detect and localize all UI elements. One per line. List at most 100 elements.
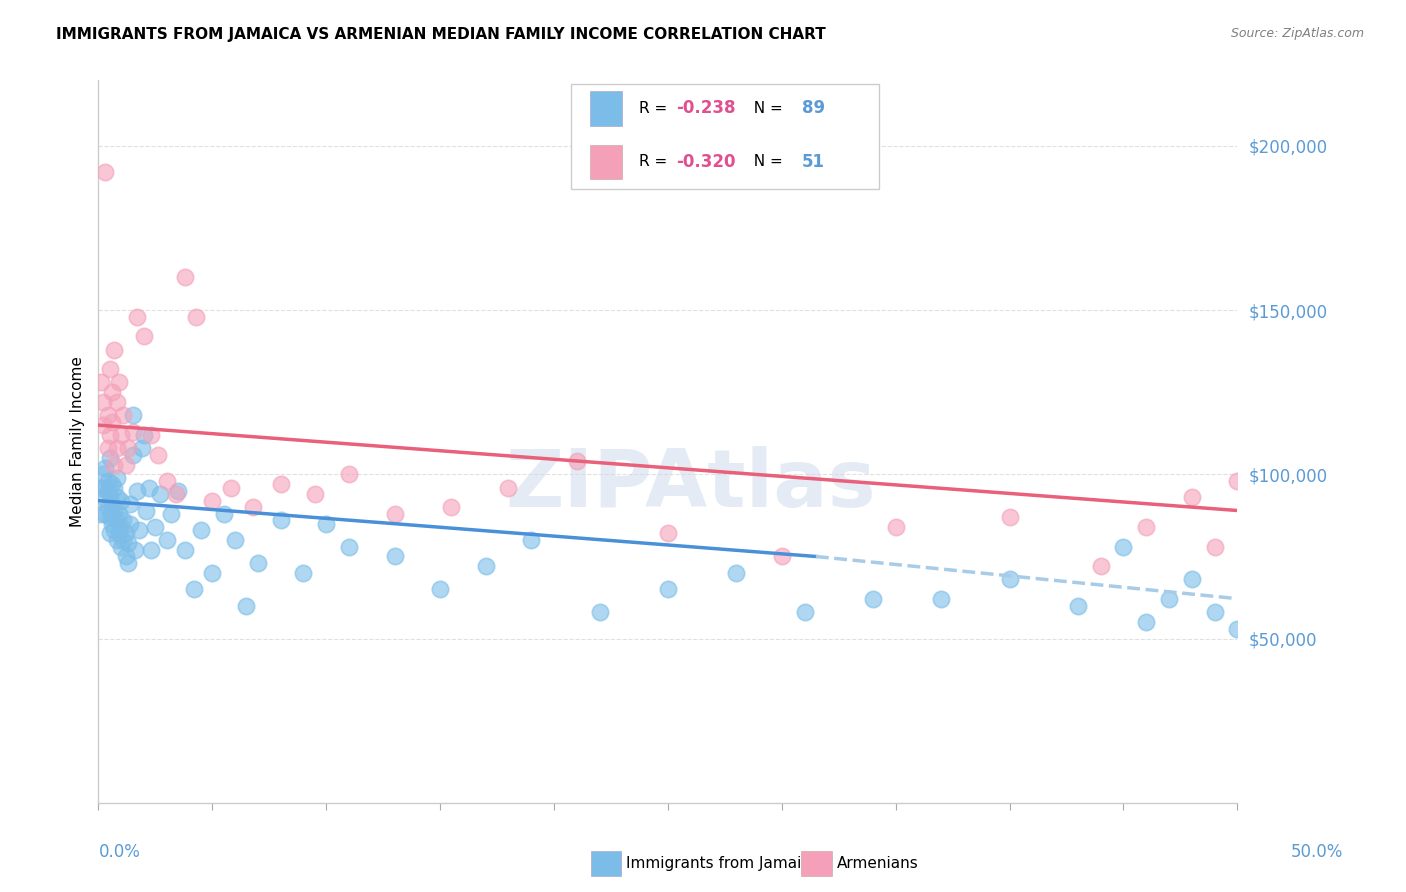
Point [1204,605,1226,619]
Point [1181,573,1204,587]
Point [156,533,179,547]
Point [160,507,183,521]
Point [108,376,131,390]
Point [174,542,197,557]
Point [101,385,124,400]
Point [127,310,149,324]
Point [121,425,143,439]
Point [112,513,135,527]
Point [103,503,125,517]
FancyBboxPatch shape [591,91,623,126]
Point [384,549,406,564]
Point [186,310,208,324]
Text: 0.0%: 0.0% [98,843,141,861]
Point [105,513,128,527]
Point [201,493,224,508]
Point [94,165,117,179]
Point [96,409,118,423]
Point [212,507,235,521]
Point [98,450,121,465]
Point [90,376,112,390]
Point [105,471,128,485]
Point [96,441,118,455]
Point [98,491,121,505]
Text: 51: 51 [803,153,825,171]
Point [114,526,136,541]
Point [94,481,117,495]
Point [224,533,246,547]
Point [120,516,142,531]
Point [110,540,132,554]
Point [91,395,114,409]
Point [770,549,793,564]
Point [862,592,884,607]
Point [117,556,139,570]
Y-axis label: Median Family Income: Median Family Income [69,356,84,527]
Point [998,510,1021,524]
Point [112,409,135,423]
Point [127,483,149,498]
Point [121,448,143,462]
Point [131,441,153,455]
Point [101,497,124,511]
Text: 89: 89 [803,100,825,118]
Point [91,467,114,482]
Point [1135,615,1157,630]
Point [174,270,197,285]
Point [110,493,132,508]
Point [121,409,143,423]
Point [117,536,139,550]
Point [384,507,406,521]
Point [793,605,815,619]
Point [565,454,588,468]
Point [725,566,748,580]
Point [440,500,463,515]
Point [183,582,205,597]
Point [1204,540,1226,554]
Point [105,533,128,547]
Point [149,487,172,501]
Point [270,513,292,527]
Point [429,582,451,597]
Point [1317,533,1340,547]
Point [1249,592,1271,607]
Text: N =: N = [744,101,787,116]
Text: 50.0%: 50.0% [1291,843,1343,861]
Point [101,507,124,521]
Point [108,526,131,541]
Point [96,500,118,515]
Point [1271,526,1294,541]
Point [105,441,128,455]
Point [1295,615,1317,630]
Point [474,559,496,574]
Point [135,503,157,517]
Text: Armenians: Armenians [837,856,918,871]
Point [139,542,162,557]
Point [114,549,136,564]
Point [657,582,679,597]
Point [242,500,264,515]
Point [132,428,155,442]
Point [1112,540,1135,554]
Point [98,510,121,524]
Point [96,483,118,498]
Point [337,467,360,482]
Point [304,487,326,501]
Point [1157,592,1180,607]
FancyBboxPatch shape [591,145,623,179]
Point [1226,622,1249,636]
Point [124,542,146,557]
Point [96,474,118,488]
Text: R =: R = [640,154,672,169]
Point [337,540,360,554]
Point [219,481,242,495]
Point [588,605,610,619]
Point [108,507,131,521]
Text: -0.238: -0.238 [676,100,735,118]
Point [156,474,179,488]
Point [120,497,142,511]
Point [91,491,114,505]
Point [1067,599,1090,613]
Point [884,520,907,534]
Point [110,428,132,442]
